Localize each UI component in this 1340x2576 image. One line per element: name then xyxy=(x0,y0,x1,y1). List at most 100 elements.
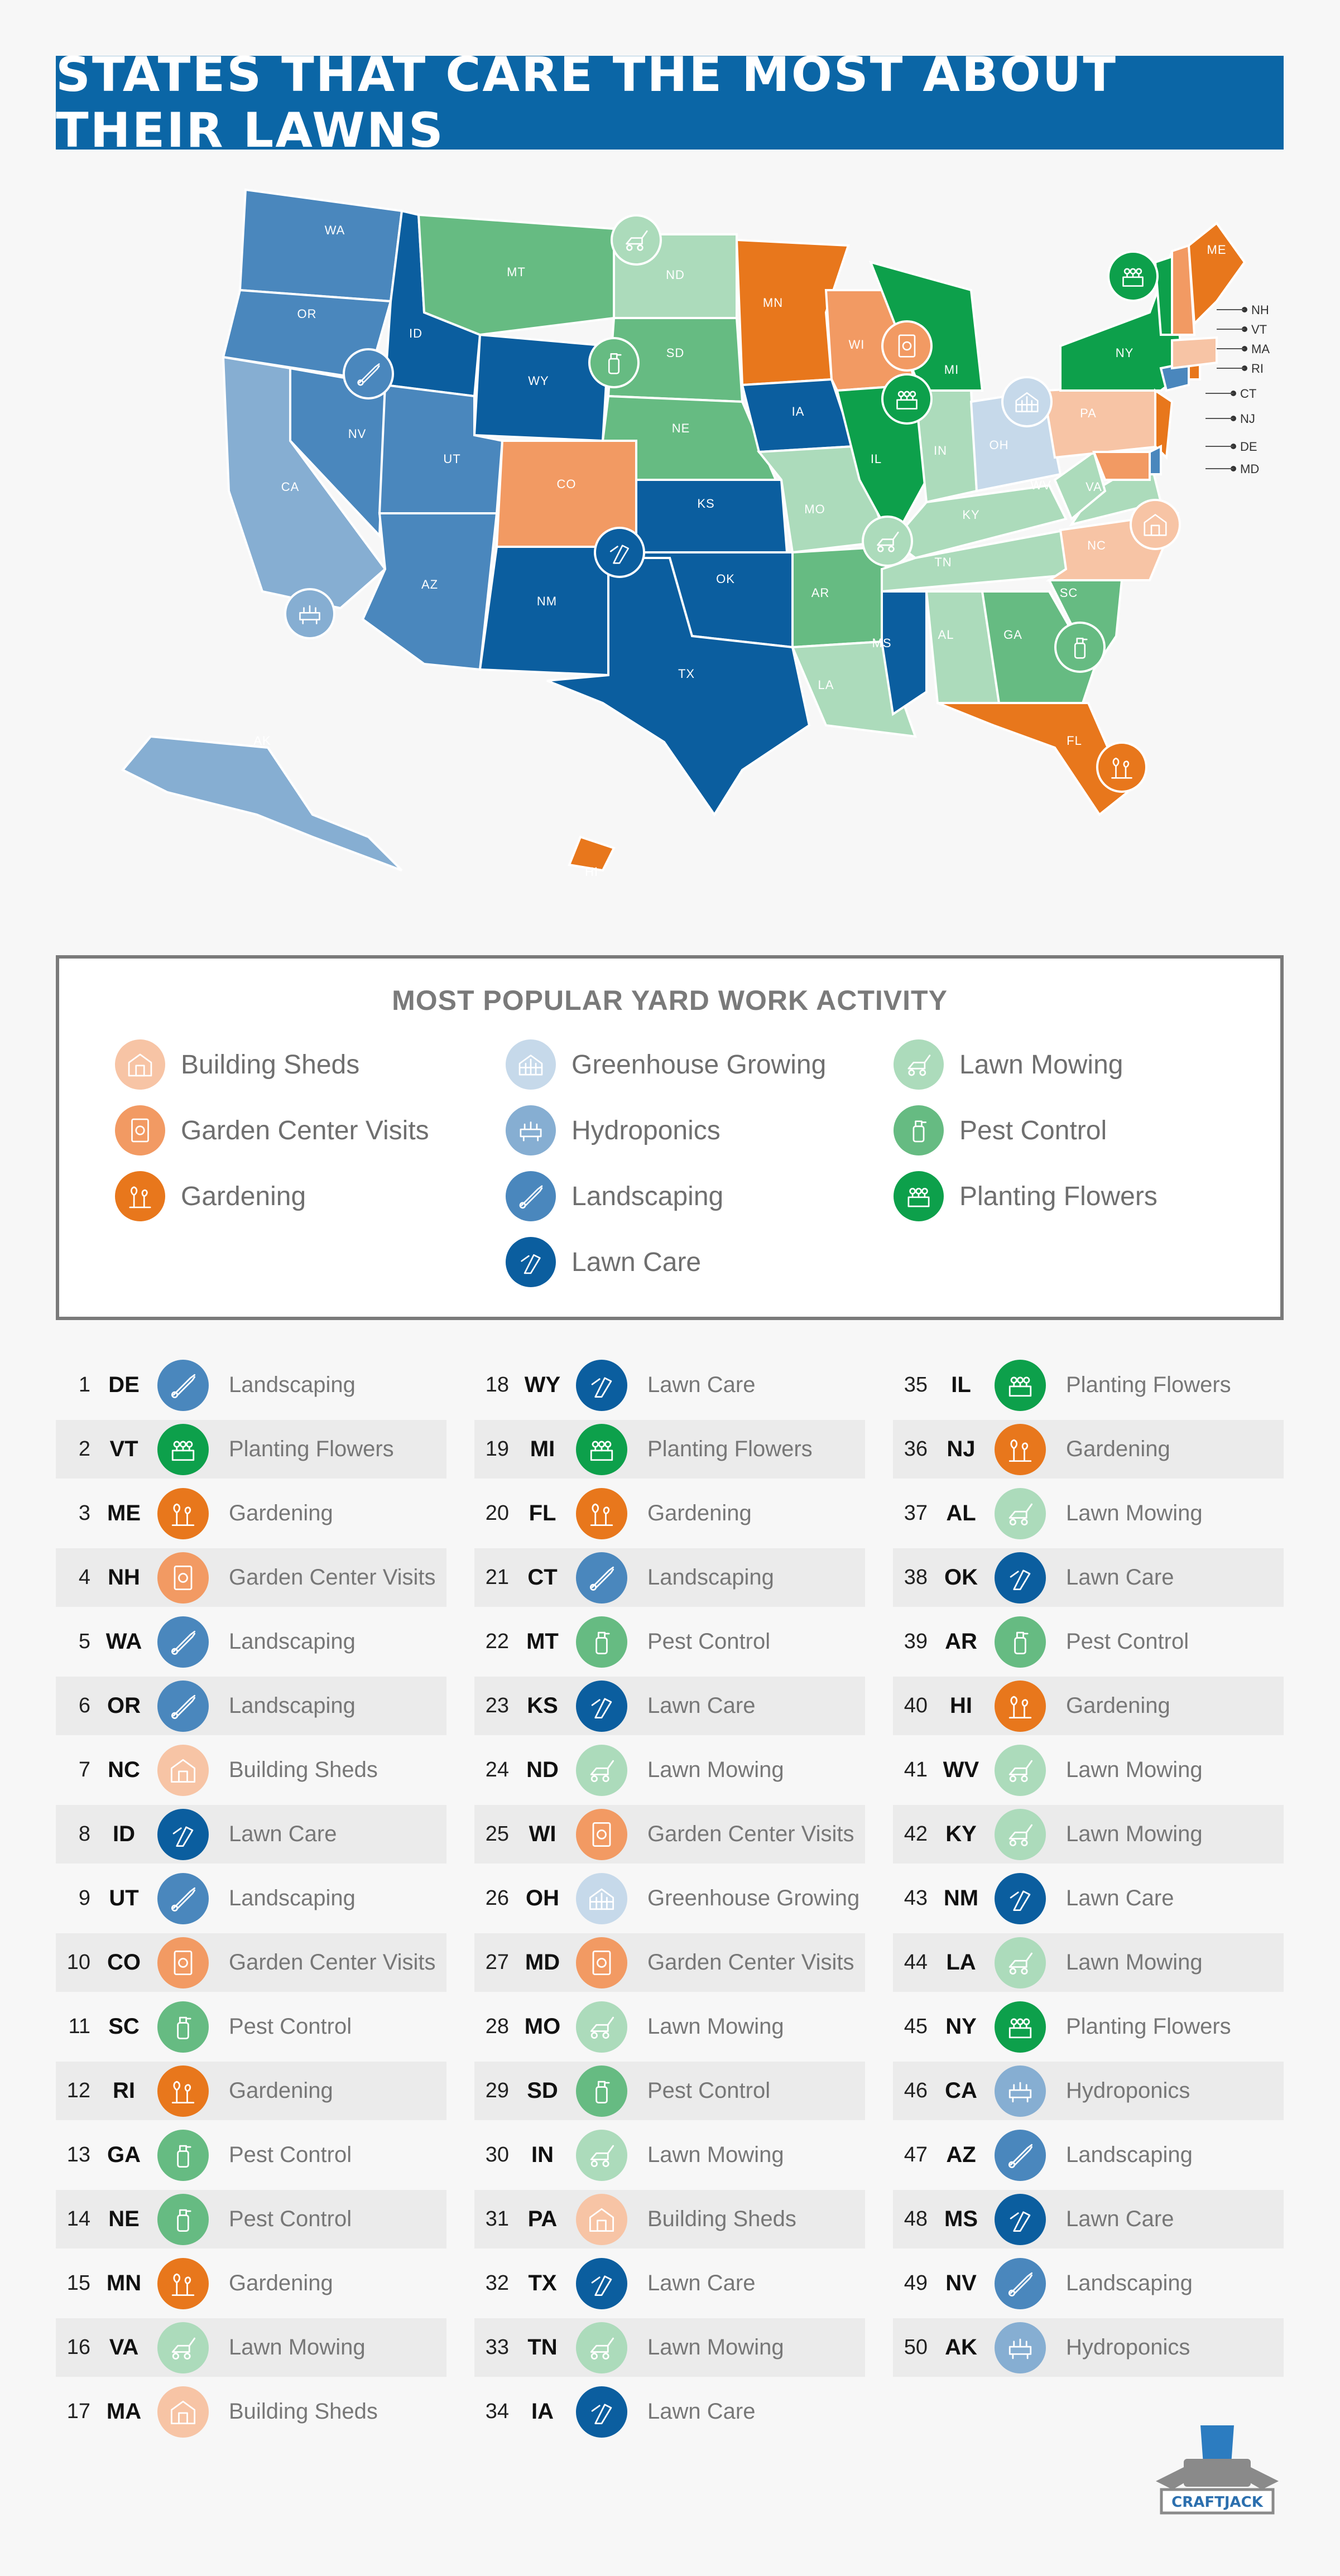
state-ms xyxy=(881,590,928,716)
activity-label: Planting Flowers xyxy=(229,1437,394,1461)
rank-number: 4 xyxy=(78,1566,90,1589)
state-label: TX xyxy=(678,667,695,681)
state-abbrev: IL xyxy=(951,1373,971,1397)
state-abbrev: CA xyxy=(945,2078,977,2103)
state-label: MO xyxy=(804,502,825,516)
activity-label: Lawn Mowing xyxy=(647,1758,784,1782)
rank-number: 26 xyxy=(485,1886,509,1910)
ranking-row: 5 WA Landscaping xyxy=(56,1612,446,1671)
shears-icon xyxy=(995,2257,1046,2309)
activity-label: Building Sheds xyxy=(229,1758,378,1782)
logo-wrench-icon xyxy=(1242,2467,1279,2490)
ranking-row: 14 NE Pest Control xyxy=(56,2190,446,2248)
state-abbrev: NJ xyxy=(947,1437,976,1461)
hydroponics-icon xyxy=(284,588,335,639)
legend-item: Pest Control xyxy=(894,1105,1107,1155)
legend-box: MOST POPULAR YARD WORK ACTIVITY Building… xyxy=(56,955,1284,1320)
state-abbrev: NH xyxy=(108,1565,140,1590)
ranking-row: 30 IN Lawn Mowing xyxy=(474,2126,865,2184)
rank-number: 21 xyxy=(485,1566,509,1589)
state-abbrev: NC xyxy=(108,1758,140,1782)
state-nj xyxy=(1154,388,1174,460)
rank-number: 6 xyxy=(78,1694,90,1717)
state-label: IL xyxy=(871,452,882,466)
ranking-row: 43 NM Lawn Care xyxy=(893,1869,1284,1928)
state-abbrev: PA xyxy=(527,2207,558,2231)
rank-number: 32 xyxy=(485,2271,509,2295)
mower-icon xyxy=(862,516,913,567)
callout-label: MA xyxy=(1251,342,1270,356)
legend-item: Lawn Mowing xyxy=(894,1039,1123,1090)
state-abbrev: NV xyxy=(945,2271,977,2295)
shears-icon xyxy=(576,1552,627,1604)
activity-label: Lawn Care xyxy=(647,1693,756,1718)
state-abbrev: TN xyxy=(527,2335,558,2360)
state-ak xyxy=(121,735,403,871)
activity-label: Greenhouse Growing xyxy=(647,1886,860,1910)
legend-item-label: Lawn Care xyxy=(571,1247,702,1277)
rank-number: 23 xyxy=(485,1694,509,1717)
state-label: IA xyxy=(792,405,805,418)
state-md xyxy=(1092,451,1151,481)
activity-label: Lawn Mowing xyxy=(647,2014,784,2039)
ranking-row: 9 UT Landscaping xyxy=(56,1869,446,1928)
legend-item-label: Gardening xyxy=(181,1181,306,1211)
legend-title: MOST POPULAR YARD WORK ACTIVITY xyxy=(392,985,948,1016)
state-label: NV xyxy=(348,427,367,441)
activity-label: Building Sheds xyxy=(647,2207,796,2231)
activity-label: Lawn Care xyxy=(1066,2207,1174,2231)
ranking-row: 2 VT Planting Flowers xyxy=(56,1420,446,1479)
shed-icon xyxy=(157,1744,209,1796)
flower-box-icon xyxy=(881,373,933,425)
state-abbrev: AZ xyxy=(946,2142,976,2167)
greenhouse-icon xyxy=(1001,376,1053,427)
spray-bottle-icon xyxy=(576,2065,627,2117)
state-abbrev: SC xyxy=(108,2014,140,2039)
state-abbrev: OK xyxy=(944,1565,978,1590)
callout-label: RI xyxy=(1251,362,1264,375)
state-wa xyxy=(238,188,404,303)
ranking-row: 11 SC Pest Control xyxy=(56,1997,446,2056)
rank-number: 8 xyxy=(78,1822,90,1846)
rank-number: 25 xyxy=(485,1822,509,1846)
ranking-row: 21 CT Landscaping xyxy=(474,1548,865,1607)
activity-label: Hydroponics xyxy=(1066,2335,1190,2360)
callout-label: NJ xyxy=(1240,412,1255,426)
rank-number: 42 xyxy=(904,1822,928,1846)
flower-box-icon xyxy=(157,1423,209,1475)
plant-icon xyxy=(115,1171,165,1221)
state-label: SC xyxy=(1060,586,1078,600)
state-me xyxy=(1187,222,1246,326)
callout-label: CT xyxy=(1240,387,1256,401)
spray-bottle-icon xyxy=(157,2193,209,2245)
seed-packet-icon xyxy=(115,1105,165,1155)
activity-label: Landscaping xyxy=(647,1565,774,1590)
state-mo xyxy=(757,445,889,554)
state-label: CA xyxy=(281,480,300,494)
state-abbrev: ID xyxy=(113,1822,135,1846)
rank-number: 45 xyxy=(904,2015,928,2038)
activity-label: Building Sheds xyxy=(229,2399,378,2424)
state-abbrev: TX xyxy=(528,2271,557,2295)
activity-label: Lawn Mowing xyxy=(1066,1822,1203,1846)
state-abbrev: KY xyxy=(945,1822,977,1846)
state-label: OK xyxy=(716,572,735,586)
rank-number: 40 xyxy=(904,1694,928,1717)
spray-bottle-icon xyxy=(1054,622,1106,673)
activity-label: Gardening xyxy=(1066,1437,1170,1461)
rank-number: 50 xyxy=(904,2336,928,2359)
ranking-row: 17 MA Building Sheds xyxy=(56,2382,446,2441)
ranking-row: 7 NC Building Sheds xyxy=(56,1741,446,1799)
ranking-row: 28 MO Lawn Mowing xyxy=(474,1997,865,2056)
rank-number: 13 xyxy=(66,2143,90,2166)
rank-number: 27 xyxy=(485,1951,509,1974)
state-abbrev: MO xyxy=(524,2014,561,2039)
activity-label: Gardening xyxy=(647,1501,752,1525)
state-abbrev: MN xyxy=(106,2271,142,2295)
trimmer-icon xyxy=(576,2257,627,2309)
state-label: NY xyxy=(1116,346,1134,360)
ranking-row: 47 AZ Landscaping xyxy=(893,2126,1284,2184)
state-label: NM xyxy=(537,594,557,608)
spray-bottle-icon xyxy=(995,1616,1046,1668)
state-label: FL xyxy=(1067,734,1082,748)
